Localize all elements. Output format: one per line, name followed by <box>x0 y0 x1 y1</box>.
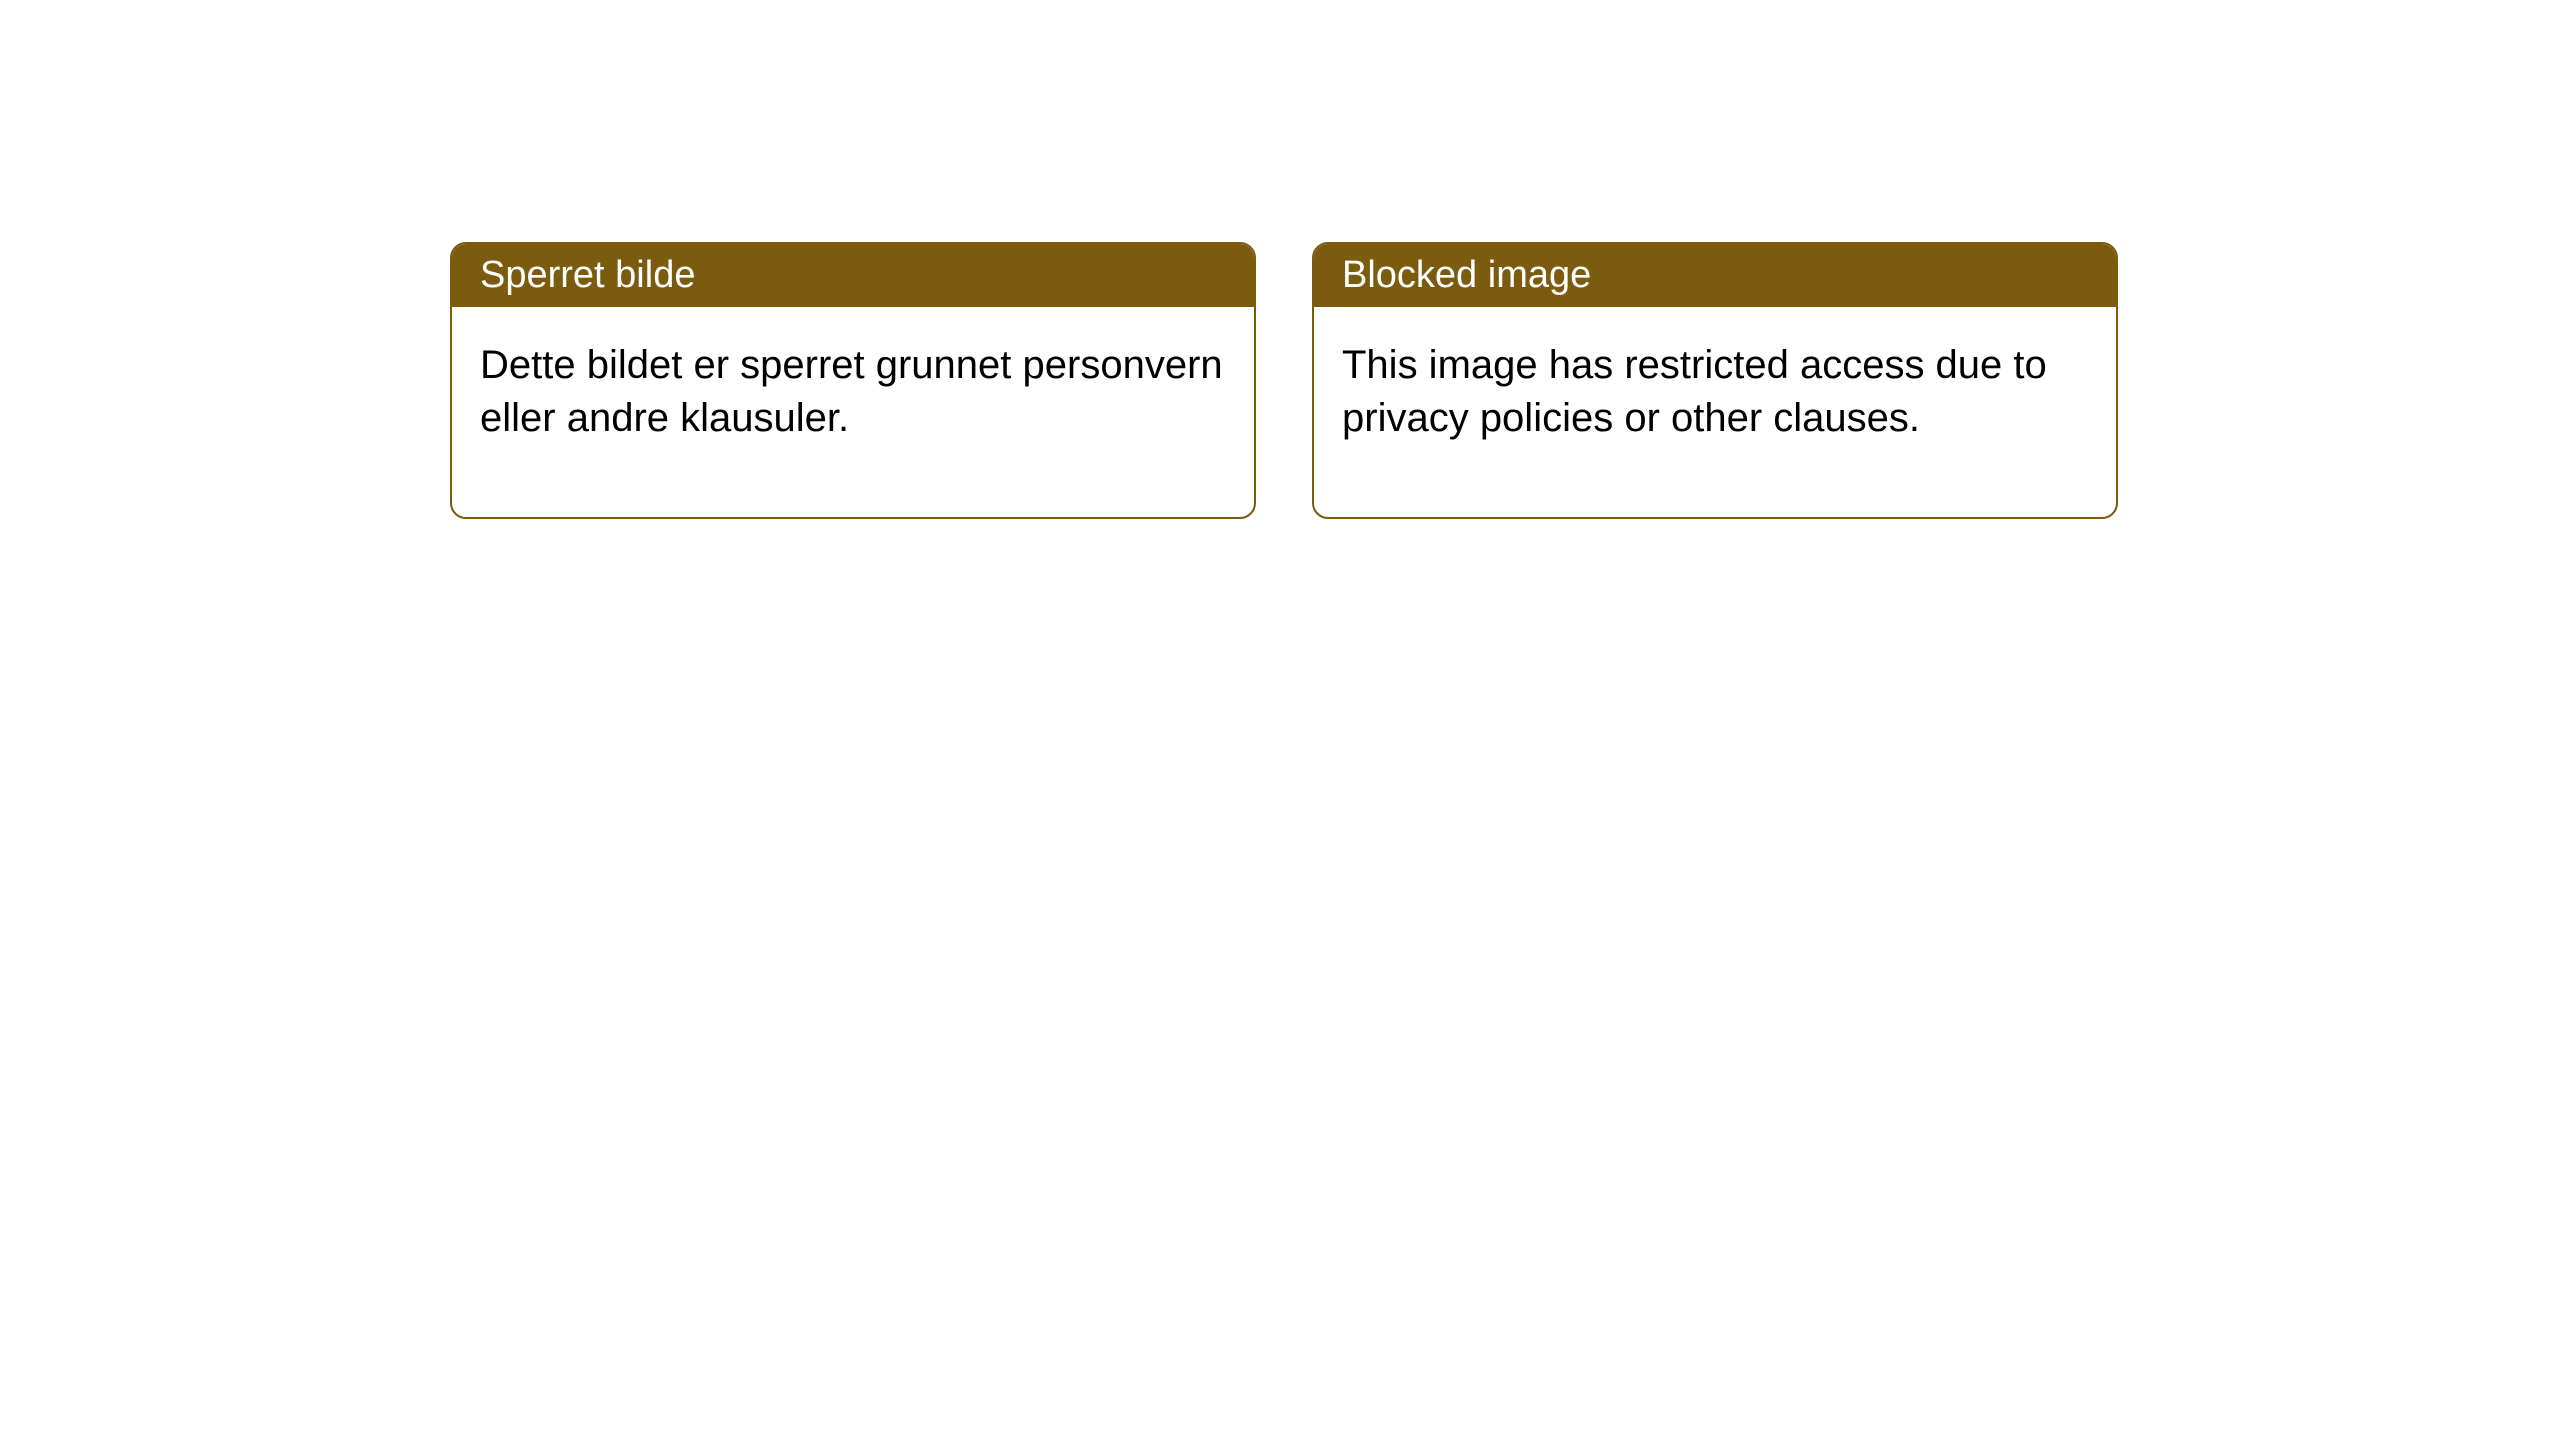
notice-title-english: Blocked image <box>1314 244 2116 307</box>
notice-card-norwegian: Sperret bilde Dette bildet er sperret gr… <box>450 242 1256 519</box>
notice-container: Sperret bilde Dette bildet er sperret gr… <box>0 0 2560 519</box>
notice-body-norwegian: Dette bildet er sperret grunnet personve… <box>452 307 1254 517</box>
notice-title-norwegian: Sperret bilde <box>452 244 1254 307</box>
notice-body-english: This image has restricted access due to … <box>1314 307 2116 517</box>
notice-card-english: Blocked image This image has restricted … <box>1312 242 2118 519</box>
